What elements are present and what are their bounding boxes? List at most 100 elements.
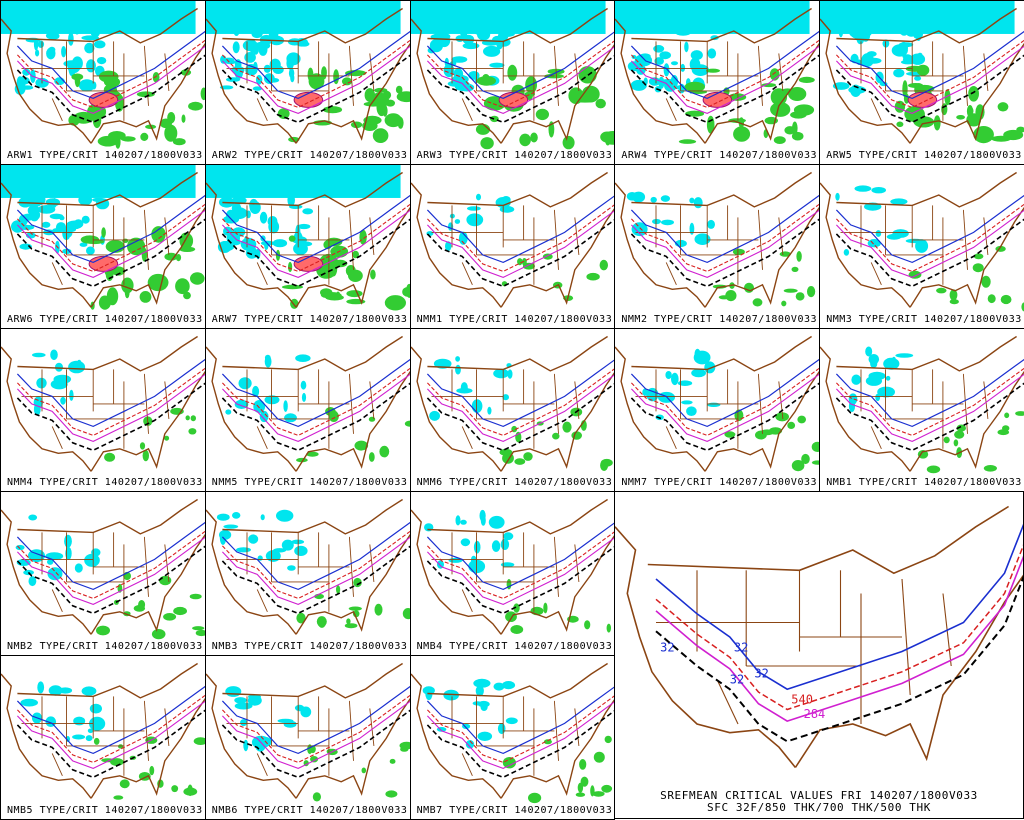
thk-700-contour xyxy=(17,373,205,442)
snow-cell xyxy=(835,192,840,201)
gulf-east-coast-line xyxy=(500,370,615,472)
snow-cell xyxy=(671,372,679,385)
member-map xyxy=(1,335,205,472)
snow-cell xyxy=(652,218,662,224)
rain-cell xyxy=(347,269,363,282)
map-outline xyxy=(410,663,615,799)
snow-cell xyxy=(252,45,259,55)
rain-cell xyxy=(577,782,583,793)
snow-cell xyxy=(890,198,908,205)
snow-cell xyxy=(231,512,241,520)
west-coast-line xyxy=(615,346,707,472)
snow-cell xyxy=(243,739,249,752)
member-panel-label: ARW6 TYPE/CRIT 140207/1800V033 xyxy=(7,313,203,325)
rain-cell xyxy=(335,585,340,595)
snow-cell xyxy=(55,221,67,232)
member-map xyxy=(615,335,820,472)
snow-cell xyxy=(223,524,238,530)
rain-cell xyxy=(489,115,499,123)
rain-cell xyxy=(389,759,396,765)
rain-cell xyxy=(384,294,406,311)
rain-cell xyxy=(973,253,984,259)
snow-cell xyxy=(501,393,509,400)
snow-cell xyxy=(645,23,658,34)
rain-cell xyxy=(792,459,805,471)
rain-cell xyxy=(604,735,612,744)
rain-cell xyxy=(551,432,560,440)
snow-cell xyxy=(251,385,259,397)
rain-cell xyxy=(593,751,605,763)
thk-500-contour xyxy=(426,382,615,451)
west-coast-line xyxy=(1,673,92,799)
rain-cell xyxy=(706,68,721,73)
state-boundary xyxy=(901,578,911,696)
member-map xyxy=(410,499,615,636)
gulf-east-coast-line xyxy=(90,534,205,636)
rain-cell xyxy=(775,411,790,421)
rain-cell xyxy=(164,435,170,441)
rain-cell xyxy=(328,410,339,422)
snow-cell xyxy=(653,45,665,53)
west-coast-line xyxy=(410,346,502,472)
sfc-32f-contour xyxy=(631,30,820,100)
rain-cell xyxy=(150,277,157,289)
snow-cell xyxy=(501,681,515,690)
snow-cell xyxy=(269,58,281,71)
snow-cell xyxy=(458,83,474,92)
member-map xyxy=(205,164,410,311)
thk-850-contour xyxy=(17,531,205,600)
thk-500-contour xyxy=(16,709,205,779)
snow-area xyxy=(205,1,401,91)
snow-cell xyxy=(283,412,297,422)
snow-cell xyxy=(301,392,306,402)
snow-cell xyxy=(875,393,881,401)
rain-cell xyxy=(905,65,925,72)
sfc-32f-contour xyxy=(221,30,410,100)
snow-cell xyxy=(479,510,486,522)
snow-cell xyxy=(73,23,81,35)
state-boundary xyxy=(461,425,473,449)
member-panel-label: NMB7 TYPE/CRIT 140207/1800V033 xyxy=(416,804,613,816)
snow-cell xyxy=(689,197,695,204)
gulf-east-coast-line xyxy=(909,370,1024,472)
thk-500-contour xyxy=(426,54,615,124)
snow-cell xyxy=(680,63,686,72)
member-panel-label: ARW1 TYPE/CRIT 140207/1800V033 xyxy=(7,149,203,161)
thk-850-contour xyxy=(426,203,615,272)
rain-cell xyxy=(506,64,517,81)
rain-cell xyxy=(527,792,541,804)
snow-cell xyxy=(475,685,484,697)
thk-700-contour xyxy=(221,373,410,442)
snow-cell xyxy=(47,559,54,566)
sfc-32f-contour xyxy=(221,194,410,263)
rain-cell xyxy=(799,76,816,83)
rain-cell xyxy=(949,298,960,304)
snow-cell xyxy=(895,352,914,358)
west-coast-line xyxy=(820,18,911,144)
snow-cell xyxy=(694,196,704,209)
snow-cell xyxy=(663,63,670,77)
snow-cell xyxy=(917,52,923,57)
snow-cell xyxy=(436,21,452,29)
snow-cell xyxy=(500,562,514,568)
thk-700-contour xyxy=(426,701,615,770)
map-outline xyxy=(410,335,615,472)
rain-cell xyxy=(902,80,908,98)
rain-cell xyxy=(98,295,111,310)
snow-cell xyxy=(659,51,672,60)
snow-cell xyxy=(96,57,107,65)
thk-700-contour xyxy=(836,45,1024,114)
west-coast-line xyxy=(410,18,502,144)
snow-cell xyxy=(650,196,658,203)
snow-cell xyxy=(649,77,661,86)
snow-cell xyxy=(454,355,460,362)
member-panel-label: ARW5 TYPE/CRIT 140207/1800V033 xyxy=(826,149,1022,161)
rain-cell xyxy=(384,113,402,128)
thk-500-contour xyxy=(16,382,205,451)
snow-cell xyxy=(81,215,90,224)
snow-cell xyxy=(686,405,698,416)
thk-850-contour xyxy=(836,203,1024,272)
snow-area xyxy=(848,346,914,412)
snow-cell xyxy=(658,76,665,89)
rain-cell xyxy=(138,600,146,610)
